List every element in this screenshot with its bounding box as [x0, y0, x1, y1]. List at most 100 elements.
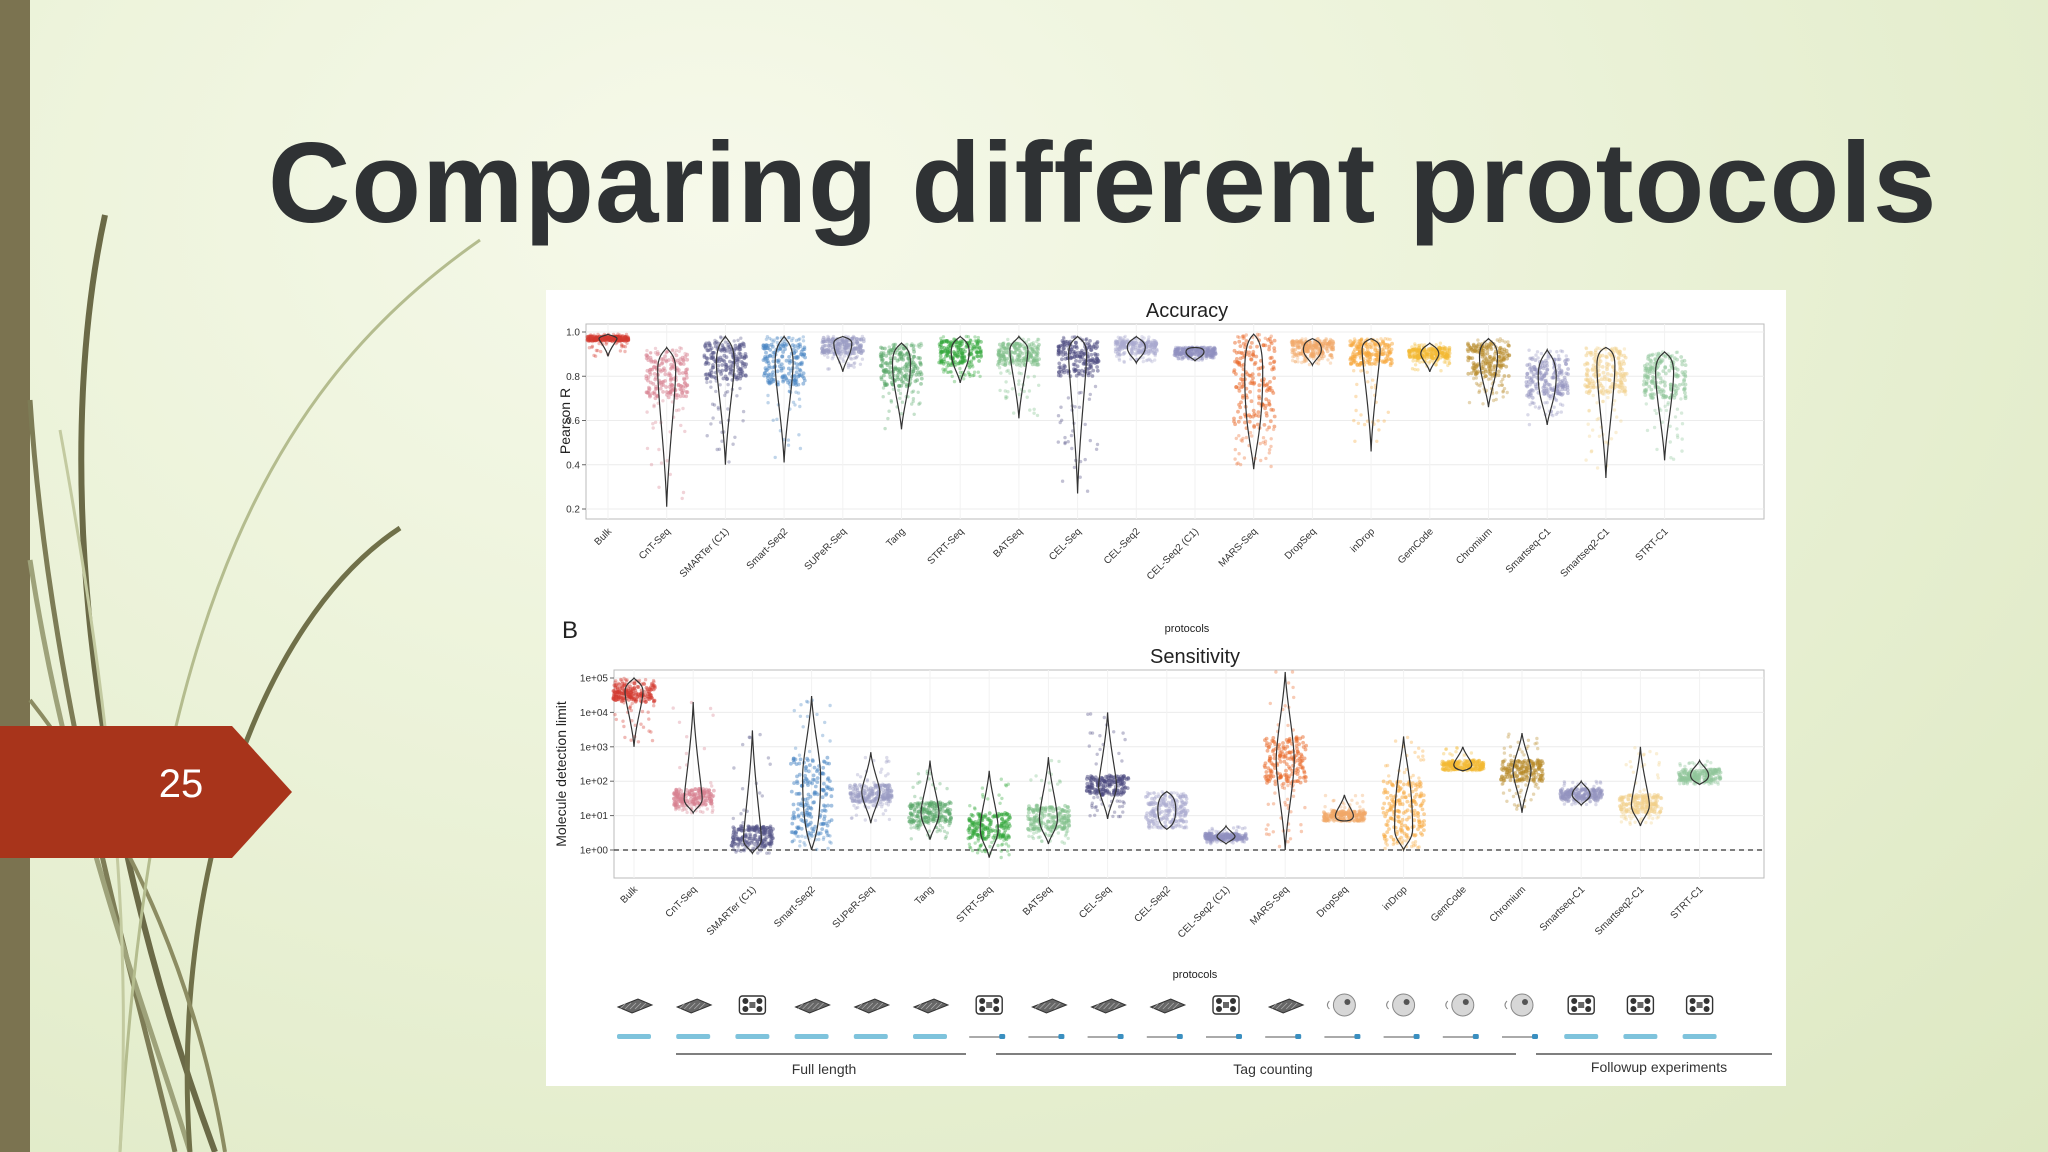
- x-tick-label: inDrop: [1381, 884, 1410, 913]
- full-length-transcript-icon: [913, 1034, 947, 1039]
- x-tick-label: Smartseq-C1: [1538, 884, 1588, 934]
- accuracy-y-axis-label: Pearson R: [557, 388, 573, 454]
- tag-transcript-icon: [1206, 1034, 1242, 1039]
- sensitivity-title: Sensitivity: [1150, 646, 1240, 668]
- violin-outline: [1097, 712, 1118, 820]
- y-tick-label: 1e+00: [580, 846, 609, 857]
- protocol-distribution-18: [1676, 758, 1723, 786]
- accuracy-title: Accuracy: [1146, 300, 1228, 322]
- full-length-transcript-icon: [794, 1034, 829, 1039]
- x-tick-label: SUPeR-Seq: [803, 526, 849, 572]
- violin-outline: [1334, 794, 1355, 822]
- protocol-distribution-7: [996, 334, 1041, 419]
- protocol-distribution-3: [789, 695, 835, 852]
- accuracy-y-ticks: 0.2 0.4 0.6 0.8 1.0: [566, 328, 586, 516]
- y-tick-label: 1.0: [566, 328, 580, 339]
- protocol-distribution-16: [1558, 779, 1604, 807]
- protocol-distribution-2: [729, 730, 775, 855]
- plate-icon: [794, 998, 831, 1014]
- page-number: 25: [158, 762, 204, 806]
- protocol-comparison-figure: Accuracy 0.2 0.4 0.6 0.8 1.0 Bulk CnT-Seq SMAR…: [546, 290, 1786, 1086]
- protocol-distribution-0: [585, 332, 631, 358]
- violin-outline: [1275, 671, 1295, 851]
- violin-outline: [774, 334, 794, 463]
- x-tick-label: Chromium: [1488, 884, 1528, 924]
- plate-icon: [1149, 998, 1187, 1014]
- panel-label-b: B: [562, 617, 578, 644]
- sensitivity-y-axis-label: Molecule detection limit: [553, 701, 569, 847]
- droplet-icon: [1386, 993, 1416, 1017]
- x-tick-label: CnT-Seq: [664, 884, 700, 920]
- protocol-distribution-17: [1617, 746, 1664, 827]
- group-label-full-length: Full length: [792, 1061, 857, 1077]
- violin-outline: [950, 335, 970, 384]
- x-tick-label: CEL-Seq2: [1133, 884, 1174, 925]
- violin-outline: [657, 346, 677, 507]
- violin-outline: [1302, 337, 1323, 368]
- violin-outline: [742, 730, 763, 855]
- full-length-transcript-icon: [676, 1034, 711, 1039]
- protocol-distribution-4: [848, 752, 894, 824]
- violin-outline: [1393, 736, 1414, 853]
- x-tick-label: STRT-Seq: [926, 526, 967, 567]
- full-length-transcript-icon: [1564, 1034, 1599, 1039]
- protocol-distribution-9: [1113, 334, 1159, 365]
- x-tick-label: CnT-Seq: [637, 526, 673, 562]
- x-tick-label: inDrop: [1349, 526, 1378, 555]
- fluidigm-chip-icon: [738, 995, 767, 1015]
- violin-outline: [1157, 790, 1177, 831]
- protocol-distribution-8: [1084, 712, 1131, 820]
- violin-outline: [1537, 347, 1557, 425]
- protocol-distribution-1: [671, 700, 716, 815]
- x-tick-label: Tang: [885, 526, 908, 549]
- violin-outline: [801, 695, 822, 851]
- protocol-distribution-5: [907, 760, 953, 841]
- accuracy-marks: [585, 332, 1688, 507]
- violin-outline: [1512, 733, 1532, 813]
- violin-outline: [1185, 346, 1205, 362]
- x-tick-label: STRT-Seq: [955, 884, 996, 925]
- x-tick-label: Bulk: [619, 884, 641, 906]
- sensitivity-marks: [611, 670, 1764, 860]
- fluidigm-chip-icon: [1685, 995, 1714, 1015]
- tag-transcript-icon: [1383, 1034, 1420, 1039]
- violin-outline: [891, 341, 912, 430]
- y-tick-label: 1e+04: [580, 708, 609, 719]
- plate-icon: [675, 998, 713, 1014]
- protocol-distribution-11: [1232, 332, 1277, 470]
- tag-transcript-icon: [1028, 1034, 1065, 1039]
- x-tick-label: STRT-C1: [1634, 526, 1671, 563]
- accuracy-x-axis-label: protocols: [1165, 623, 1210, 635]
- protocol-distribution-14: [1407, 341, 1452, 373]
- protocol-distribution-13: [1381, 735, 1426, 853]
- protocol-distribution-17: [1583, 346, 1629, 479]
- full-length-transcript-icon: [1623, 1034, 1658, 1039]
- protocol-distribution-3: [761, 334, 807, 463]
- full-length-transcript-icon: [853, 1034, 888, 1039]
- violin-outline: [1630, 746, 1651, 827]
- violin-outline: [1596, 346, 1616, 479]
- page-number-tab: [0, 726, 292, 858]
- violin-outline: [861, 752, 881, 824]
- accuracy-x-tick-labels: Bulk CnT-Seq SMARTer (C1) Smart-Seq2 SUPeR-S…: [593, 526, 1671, 583]
- x-tick-label: Tang: [913, 884, 936, 907]
- x-tick-label: SMARTer (C1): [678, 526, 732, 580]
- x-tick-label: DropSeq: [1315, 884, 1351, 920]
- violin-outline: [979, 770, 999, 858]
- violin-outline: [598, 333, 618, 357]
- violin-outline: [1067, 335, 1088, 494]
- droplet-icon: [1326, 993, 1356, 1017]
- full-length-transcript-icon: [1682, 1034, 1717, 1039]
- violin-outline: [1654, 350, 1675, 461]
- y-tick-label: 0.6: [566, 416, 580, 427]
- violin-outline: [624, 676, 644, 747]
- violin-outline: [1038, 757, 1059, 845]
- x-tick-label: CEL-Seq2 (C1): [1145, 526, 1201, 582]
- protocol-distribution-10: [1203, 824, 1249, 846]
- droplet-icon: [1445, 993, 1475, 1017]
- x-tick-label: BATSeq: [991, 526, 1025, 560]
- protocol-distribution-4: [820, 334, 866, 372]
- violin-outline: [833, 335, 853, 372]
- fluidigm-chip-icon: [1567, 995, 1595, 1015]
- droplet-icon: [1504, 993, 1534, 1017]
